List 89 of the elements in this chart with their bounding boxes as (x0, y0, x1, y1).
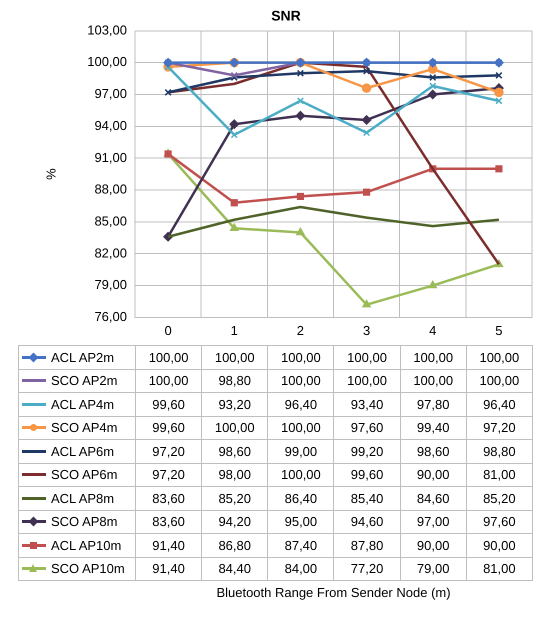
data-label: 99,20 (350, 444, 384, 459)
data-label: 87,80 (350, 538, 384, 553)
data-label: 99,60 (152, 420, 185, 436)
data-label: 100,00 (413, 373, 454, 388)
x-tick-label: 0 (164, 322, 172, 338)
x-tick-label: 2 (296, 322, 304, 338)
data-label: 100,00 (148, 350, 188, 365)
legend-label: ACL AP2m (51, 350, 114, 365)
data-label: 85,20 (483, 490, 516, 506)
data-label: 97,60 (483, 514, 516, 530)
data-label: 83,60 (152, 490, 185, 506)
data-label: 85,20 (218, 490, 251, 506)
data-label: 84,60 (416, 490, 450, 506)
data-label: 90,00 (483, 538, 516, 553)
data-label: 93,20 (218, 396, 251, 412)
legend-label: SCO AP6m (51, 467, 118, 482)
x-tick-label: 3 (362, 322, 370, 338)
data-label: 93,40 (350, 396, 384, 412)
data-label: 100,00 (347, 350, 387, 365)
data-label: 96,40 (483, 396, 516, 412)
data-label: 100,00 (281, 420, 321, 436)
legend-label: ACL AP6m (51, 444, 114, 459)
data-label: 100,00 (281, 373, 321, 388)
y-tick-label: 85,00 (94, 213, 127, 228)
legend-label: SCO AP8m (51, 514, 118, 530)
text: Bluetooth Range From Sender Node (m) (216, 585, 451, 600)
y-tick-label: 88,00 (94, 182, 127, 197)
data-label: 98,60 (416, 444, 450, 459)
data-label: 100,00 (479, 350, 520, 365)
chart-title: SNR (271, 7, 301, 24)
data-label: 84,40 (218, 561, 251, 576)
data-label: 100,00 (281, 350, 321, 365)
data-label: 99,60 (152, 396, 185, 412)
data-label: 86,80 (218, 538, 251, 553)
data-label: 77,20 (350, 561, 384, 576)
data-label: 87,40 (284, 538, 318, 553)
y-axis-title: % (43, 168, 58, 180)
legend-label: ACL AP10m (51, 538, 122, 553)
data-label: 100,00 (214, 350, 255, 365)
data-label: 96,40 (284, 396, 318, 412)
data-label: 100,00 (347, 373, 387, 388)
data-label: 97,80 (416, 396, 450, 412)
y-tick-label: 100,00 (87, 54, 127, 70)
data-label: 99,00 (284, 444, 318, 459)
data-label: 94,20 (218, 514, 251, 530)
data-label: 97,20 (152, 467, 185, 482)
data-label: 95,00 (284, 514, 318, 530)
data-label: 97,00 (416, 514, 450, 530)
data-label: 97,20 (483, 420, 516, 436)
data-label: 99,60 (350, 467, 384, 482)
data-label: 79,00 (416, 561, 450, 576)
legend-label: SCO AP10m (51, 561, 125, 576)
legend-label: SCO AP2m (51, 373, 118, 388)
data-label: 81,00 (483, 467, 516, 482)
x-tick-label: 5 (495, 322, 503, 338)
data-label: 100,00 (479, 373, 520, 388)
data-label: 98,60 (218, 444, 251, 459)
y-tick-label: 82,00 (94, 245, 127, 260)
data-label: 94,60 (350, 514, 384, 530)
data-label: 99,40 (416, 420, 450, 436)
data-label: 91,40 (152, 561, 185, 576)
legend-label: SCO AP4m (51, 420, 118, 436)
x-tick-label: 4 (429, 322, 436, 338)
data-label: 81,00 (483, 561, 516, 576)
y-tick-label: 103,00 (87, 22, 127, 38)
data-label: 84,00 (284, 561, 318, 576)
data-label: 86,40 (284, 490, 318, 506)
y-tick-label: 97,00 (94, 86, 127, 102)
y-tick-label: 94,00 (94, 118, 127, 133)
data-label: 83,60 (152, 514, 185, 530)
data-label: 85,40 (350, 490, 384, 506)
y-tick-label: 79,00 (94, 277, 127, 292)
data-label: 98,00 (218, 467, 251, 482)
data-label: 90,00 (416, 467, 450, 482)
x-tick-label: 1 (230, 322, 238, 338)
data-label: 91,40 (152, 538, 185, 553)
data-label: 97,20 (152, 444, 185, 459)
y-tick-label: 76,00 (94, 308, 127, 324)
data-label: 90,00 (416, 538, 450, 553)
data-label: 100,00 (281, 467, 321, 482)
data-label: 97,60 (350, 420, 384, 436)
legend-label: ACL AP4m (51, 396, 114, 412)
data-label: 98,80 (483, 444, 516, 459)
data-label: 100,00 (148, 373, 188, 388)
data-label: 98,80 (218, 373, 251, 388)
data-label: 100,00 (214, 420, 255, 436)
y-tick-label: 91,00 (94, 150, 127, 165)
legend-label: ACL AP8m (51, 490, 114, 506)
data-label: 100,00 (413, 350, 454, 365)
